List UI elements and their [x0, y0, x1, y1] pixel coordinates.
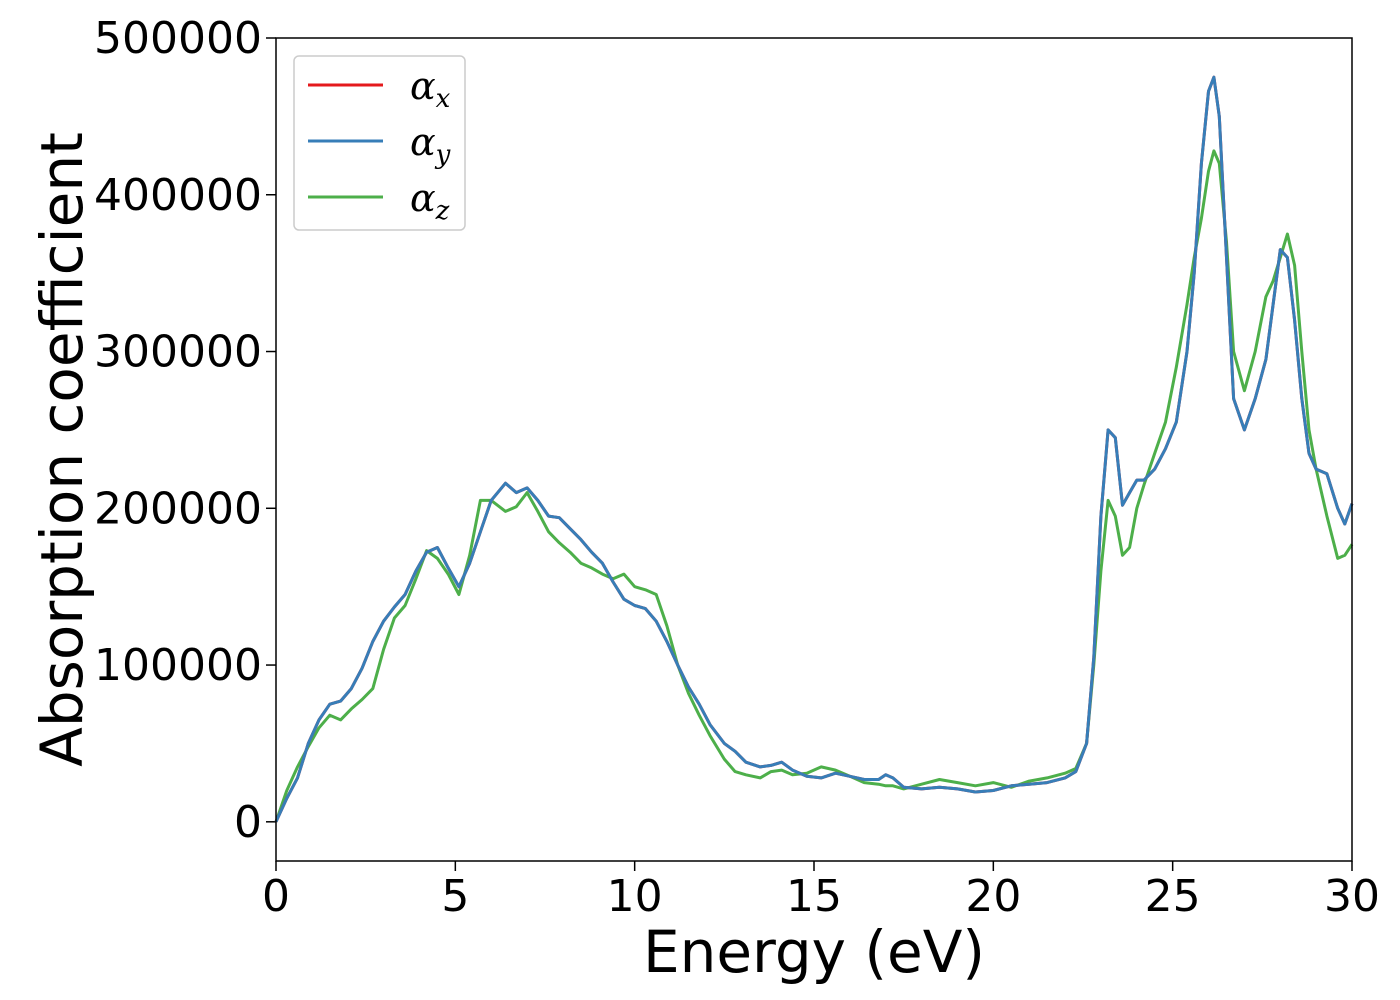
legend-subscript: x — [436, 84, 451, 114]
legend-symbol: α — [410, 64, 436, 108]
x-tick-label: 0 — [262, 871, 290, 922]
legend-symbol: α — [410, 120, 436, 164]
y-tick-label: 200000 — [94, 483, 262, 534]
legend-symbol: α — [410, 176, 436, 220]
legend-box — [293, 55, 466, 231]
x-axis-label: Energy (eV) — [643, 918, 985, 986]
y-axis-label: Absorption coefficient — [28, 132, 96, 767]
x-tick-label: 15 — [786, 871, 842, 922]
series-line-y — [274, 75, 1354, 823]
x-tick-label: 20 — [965, 871, 1021, 922]
y-tick-label: 0 — [234, 797, 262, 848]
x-tick-label: 25 — [1145, 871, 1201, 922]
legend-entry-z: αz — [410, 176, 450, 226]
legend-entry-y: αy — [410, 120, 451, 170]
legend-entry-x: αx — [410, 64, 451, 114]
y-tick-label: 500000 — [94, 13, 262, 64]
series-line-z — [274, 149, 1354, 823]
x-tick-label: 5 — [441, 871, 469, 922]
plot-area — [274, 75, 1354, 823]
x-tick-label: 30 — [1324, 871, 1380, 922]
y-tick-label: 300000 — [94, 327, 262, 378]
x-tick-label: 10 — [607, 871, 663, 922]
y-axis-ticks: 0 100000 200000 300000 400000 500000 — [94, 13, 276, 848]
x-axis-ticks: 0 5 10 15 20 25 30 — [262, 861, 1380, 922]
legend-subscript: y — [435, 140, 451, 170]
y-tick-label: 400000 — [94, 170, 262, 221]
y-tick-label: 100000 — [94, 640, 262, 691]
legend-subscript: z — [435, 196, 450, 226]
plot-frame — [275, 37, 1353, 862]
